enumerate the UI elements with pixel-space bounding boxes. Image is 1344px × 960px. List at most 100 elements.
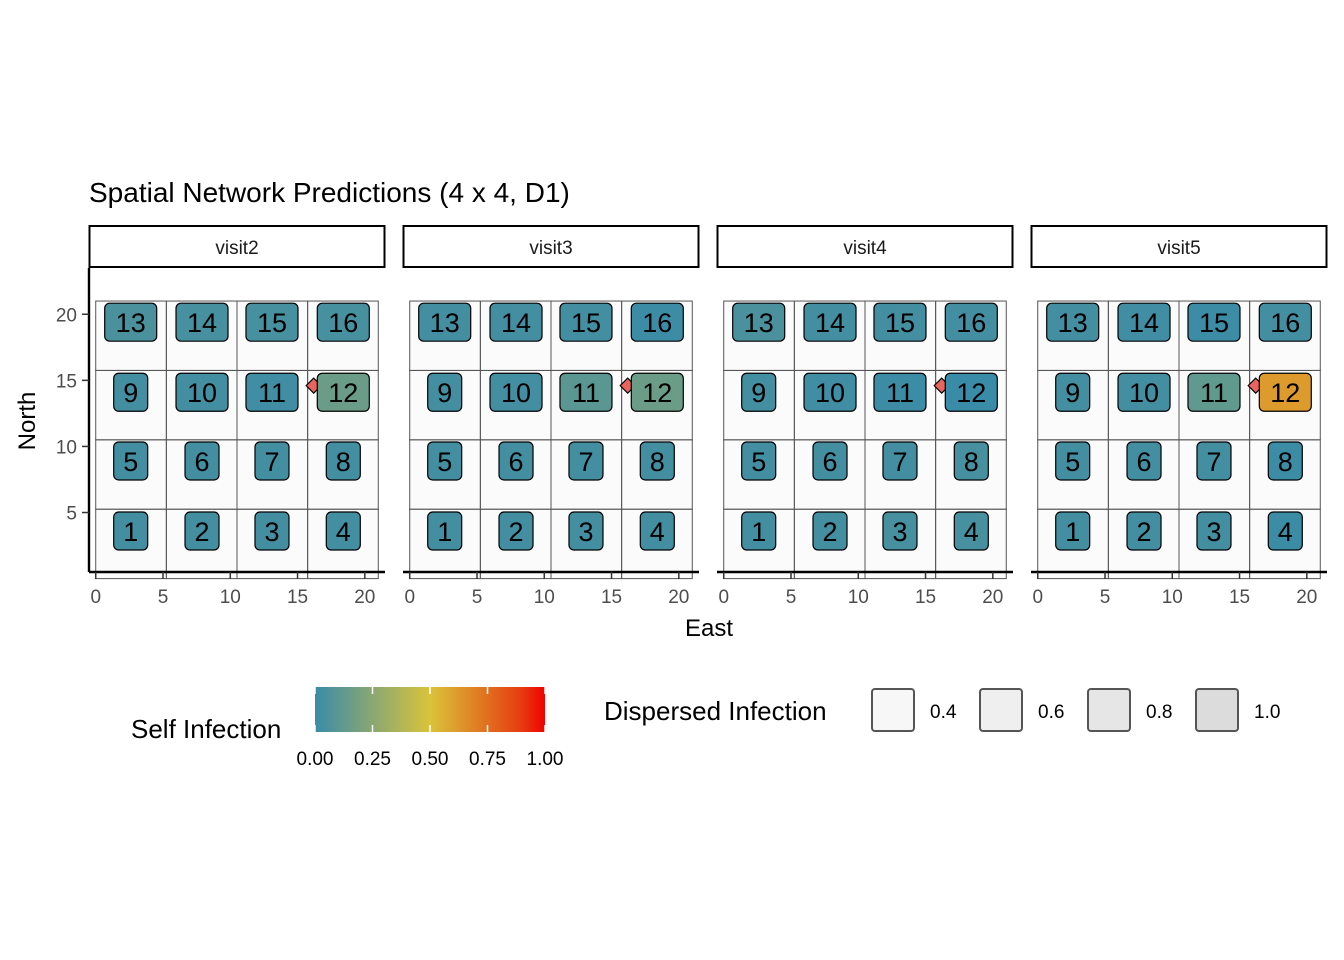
facet-strip bbox=[1030, 225, 1328, 268]
node-label-box bbox=[1187, 302, 1241, 342]
node-label: 2 bbox=[1137, 517, 1152, 547]
x-tick-label: 15 bbox=[287, 587, 308, 608]
legend-dispersed-title: Dispersed Infection bbox=[604, 696, 827, 726]
y-tick-label: 10 bbox=[56, 437, 77, 458]
x-tick-label: 10 bbox=[1162, 587, 1183, 608]
node-label-box bbox=[245, 372, 299, 412]
x-tick-label: 20 bbox=[1296, 587, 1317, 608]
node-label: 2 bbox=[509, 517, 524, 547]
facet-strip-label: visit3 bbox=[529, 238, 572, 259]
facet-strip bbox=[716, 225, 1014, 268]
dispersed-key-label: 0.6 bbox=[1038, 702, 1064, 723]
node-label: 13 bbox=[430, 308, 460, 338]
node-label-box bbox=[1126, 511, 1162, 551]
node-label-box bbox=[427, 441, 463, 481]
node-label: 14 bbox=[815, 308, 845, 338]
node-label-box bbox=[104, 302, 158, 342]
node-label-box bbox=[953, 511, 989, 551]
self-infection-colorbar bbox=[315, 687, 545, 732]
node-label-box bbox=[316, 302, 370, 342]
node-label: 13 bbox=[744, 308, 774, 338]
node-label: 12 bbox=[328, 378, 358, 408]
node-label: 3 bbox=[264, 517, 279, 547]
node-label: 1 bbox=[751, 517, 766, 547]
x-tick-label: 10 bbox=[220, 587, 241, 608]
node-label: 12 bbox=[1270, 378, 1300, 408]
node-label-box bbox=[1117, 302, 1171, 342]
colorbar-label: 0.25 bbox=[354, 749, 391, 770]
node-label-box bbox=[418, 302, 472, 342]
node-label-box bbox=[175, 302, 229, 342]
node-label-box bbox=[741, 511, 777, 551]
node-label: 16 bbox=[1270, 308, 1300, 338]
node-label: 10 bbox=[501, 378, 531, 408]
node-label: 4 bbox=[650, 517, 665, 547]
node-label-box bbox=[427, 511, 463, 551]
node-label: 1 bbox=[123, 517, 138, 547]
node-label: 10 bbox=[815, 378, 845, 408]
node-label-box bbox=[113, 441, 149, 481]
node-label-box bbox=[953, 441, 989, 481]
node-label: 16 bbox=[956, 308, 986, 338]
node-label: 14 bbox=[1129, 308, 1159, 338]
node-label: 4 bbox=[336, 517, 351, 547]
node-label-box bbox=[498, 511, 534, 551]
x-tick-label: 0 bbox=[718, 587, 729, 608]
colorbar-label: 0.50 bbox=[412, 749, 449, 770]
node-label: 2 bbox=[195, 517, 210, 547]
node-label: 8 bbox=[964, 447, 979, 477]
node-label: 7 bbox=[264, 447, 279, 477]
node-label-box bbox=[184, 441, 220, 481]
y-axis-title: North bbox=[14, 392, 41, 451]
x-tick-label: 5 bbox=[158, 587, 169, 608]
y-tick-label: 20 bbox=[56, 305, 77, 326]
node-label-box bbox=[944, 372, 998, 412]
node-label: 7 bbox=[892, 447, 907, 477]
x-tick-label: 5 bbox=[472, 587, 483, 608]
node-label: 6 bbox=[509, 447, 524, 477]
node-label-box bbox=[113, 372, 149, 412]
node-label: 14 bbox=[501, 308, 531, 338]
dispersed-key-label: 0.8 bbox=[1146, 702, 1172, 723]
node-label: 8 bbox=[336, 447, 351, 477]
x-tick-label: 0 bbox=[90, 587, 101, 608]
node-label-box bbox=[630, 302, 684, 342]
node-label-box bbox=[812, 441, 848, 481]
node-label: 9 bbox=[123, 378, 138, 408]
x-tick-label: 15 bbox=[915, 587, 936, 608]
node-label: 11 bbox=[1200, 378, 1228, 408]
node-label-box bbox=[882, 511, 918, 551]
node-label-box bbox=[498, 441, 534, 481]
node-label-box bbox=[732, 302, 786, 342]
colorbar-label: 0.75 bbox=[469, 749, 506, 770]
node-label: 8 bbox=[1278, 447, 1293, 477]
node-label: 12 bbox=[956, 378, 986, 408]
colorbar-label: 1.00 bbox=[527, 749, 564, 770]
node-label-box bbox=[325, 511, 361, 551]
node-label-box bbox=[184, 511, 220, 551]
node-label-box bbox=[741, 441, 777, 481]
node-label: 3 bbox=[1206, 517, 1221, 547]
x-axis-title: East bbox=[685, 615, 733, 642]
node-label: 1 bbox=[1065, 517, 1080, 547]
dispersed-key-label: 0.4 bbox=[930, 702, 957, 723]
facet-strip bbox=[402, 225, 700, 268]
y-tick-label: 5 bbox=[66, 504, 77, 525]
node-label-box bbox=[568, 511, 604, 551]
node-label-box bbox=[1126, 441, 1162, 481]
node-label-box bbox=[245, 302, 299, 342]
facet-strip bbox=[88, 225, 386, 268]
node-label: 15 bbox=[571, 308, 601, 338]
node-label: 16 bbox=[328, 308, 358, 338]
node-label: 8 bbox=[650, 447, 665, 477]
node-label-box bbox=[113, 511, 149, 551]
node-label-box bbox=[803, 372, 857, 412]
node-label-box bbox=[873, 372, 927, 412]
node-label: 11 bbox=[258, 378, 286, 408]
node-label-box bbox=[639, 441, 675, 481]
colorbar-label: 0.00 bbox=[297, 749, 334, 770]
